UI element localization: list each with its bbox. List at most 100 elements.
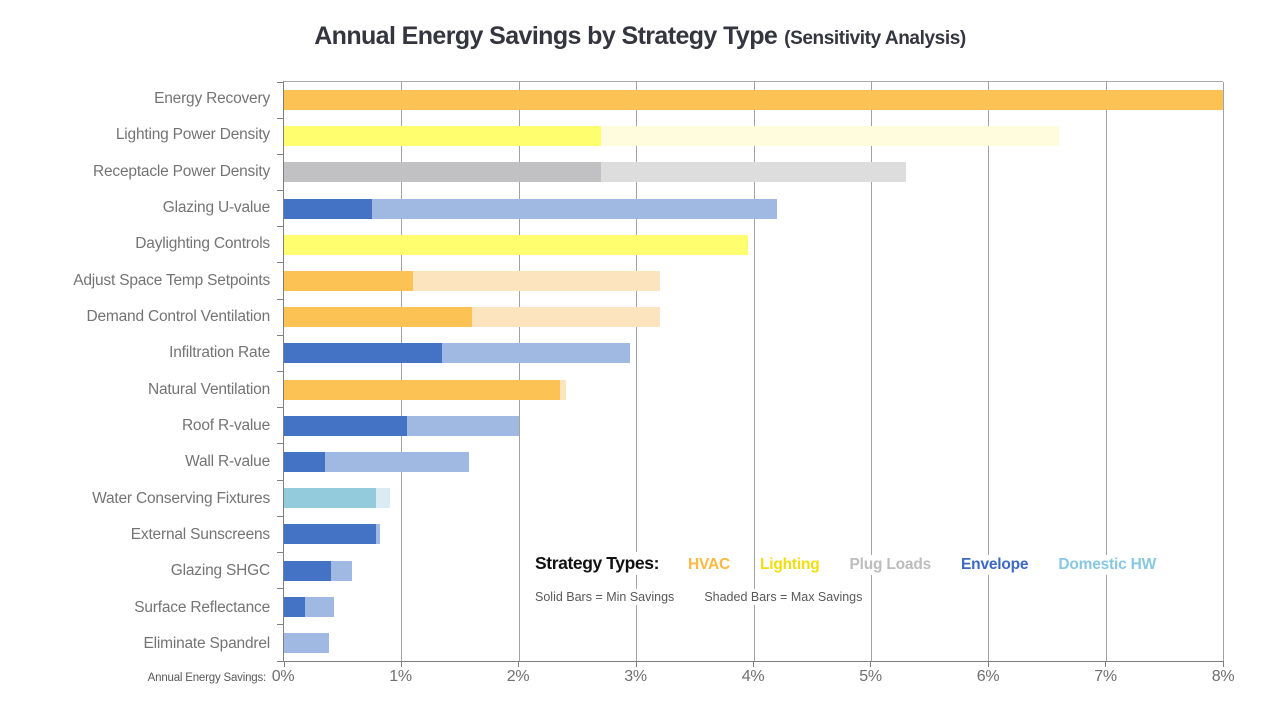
y-axis-tick bbox=[277, 371, 284, 372]
x-axis-tick bbox=[518, 661, 520, 667]
y-axis-tick bbox=[277, 298, 284, 300]
category-label: Energy Recovery bbox=[154, 90, 270, 108]
x-axis-tick bbox=[1222, 661, 1224, 667]
y-axis-tick bbox=[277, 262, 284, 264]
category-label: Surface Reflectance bbox=[134, 598, 270, 616]
bar-min-solid bbox=[284, 198, 373, 219]
legend-item-envelope: Envelope bbox=[958, 555, 1032, 575]
bar-max-shaded bbox=[284, 198, 777, 219]
bar-min-solid bbox=[284, 126, 601, 147]
chart-title: Annual Energy Savings by Strategy Type bbox=[314, 22, 778, 50]
bar-row bbox=[284, 589, 1223, 625]
legend-note-solid: Solid Bars = Min Savings bbox=[533, 589, 677, 605]
bar-row bbox=[284, 408, 1223, 444]
x-tick-label: 6% bbox=[976, 668, 1000, 685]
y-axis-tick bbox=[277, 515, 284, 517]
category-label: Water Conserving Fixtures bbox=[92, 489, 270, 507]
legend-item-domestic-hw: Domestic HW bbox=[1055, 555, 1160, 575]
bar-row bbox=[284, 444, 1223, 480]
y-axis-tick bbox=[277, 479, 284, 481]
bar-row bbox=[284, 372, 1223, 408]
x-tick-label: 1% bbox=[389, 668, 412, 685]
category-label: Lighting Power Density bbox=[115, 126, 270, 144]
gridline-8pct bbox=[1223, 82, 1224, 661]
x-axis-tick bbox=[870, 661, 872, 667]
x-tick-label: 7% bbox=[1094, 668, 1117, 685]
legend-notes: Solid Bars = Min Savings Shaded Bars = M… bbox=[533, 589, 865, 605]
y-axis-tick bbox=[277, 660, 284, 662]
x-tick-label: 5% bbox=[859, 668, 882, 685]
y-axis-tick bbox=[277, 443, 284, 445]
bar-min-solid bbox=[284, 451, 326, 472]
bar-min-solid bbox=[284, 343, 443, 364]
y-axis-tick bbox=[277, 551, 284, 553]
gridline-7pct bbox=[1105, 82, 1107, 661]
bar-row bbox=[284, 625, 1223, 661]
y-axis-tick bbox=[277, 153, 284, 155]
category-label: Glazing SHGC bbox=[170, 562, 270, 580]
bar-min-solid bbox=[284, 524, 376, 545]
category-label: Glazing U-value bbox=[162, 199, 270, 217]
category-labels-column: Energy Recovery Lighting Power Density Rec… bbox=[0, 81, 270, 662]
bar-row bbox=[284, 82, 1223, 118]
legend: Strategy Types: HVAC Lighting Plug Loads… bbox=[533, 552, 1160, 575]
legend-item-lighting: Lighting bbox=[756, 555, 823, 575]
bar-min-solid bbox=[284, 234, 748, 255]
x-tick-label: 3% bbox=[624, 668, 647, 685]
category-label: Demand Control Ventilation bbox=[86, 308, 271, 326]
bar-row bbox=[284, 516, 1223, 552]
x-axis-tick bbox=[635, 661, 637, 667]
bar-row bbox=[284, 263, 1223, 299]
y-axis-tick bbox=[277, 190, 284, 192]
bar-min-solid bbox=[284, 379, 560, 400]
category-label: Roof R-value bbox=[181, 416, 270, 434]
x-tick-label: 4% bbox=[741, 668, 765, 685]
x-axis-tick bbox=[283, 661, 285, 667]
category-label: Infiltration Rate bbox=[169, 344, 270, 362]
x-axis-tick bbox=[400, 661, 402, 667]
bar-min-solid bbox=[284, 596, 306, 617]
bar-min-solid bbox=[284, 271, 414, 292]
bar-row bbox=[284, 118, 1223, 154]
x-tick-label: 0% bbox=[271, 668, 295, 685]
category-label: Eliminate Spandrel bbox=[143, 634, 270, 652]
bar-row bbox=[284, 299, 1223, 335]
page-title: Annual Energy Savings by Strategy Type (S… bbox=[0, 22, 1280, 51]
x-axis-tick bbox=[1105, 661, 1107, 667]
category-label: Natural Ventilation bbox=[147, 380, 270, 398]
legend-item-plug-loads: Plug Loads bbox=[846, 555, 935, 575]
bar-min-solid bbox=[284, 162, 601, 183]
legend-note-shaded: Shaded Bars = Max Savings bbox=[702, 589, 865, 605]
y-axis-tick bbox=[277, 624, 284, 626]
y-axis-tick bbox=[277, 588, 284, 590]
x-tick-label: 8% bbox=[1211, 668, 1235, 685]
bar-min-solid bbox=[284, 415, 408, 436]
x-axis-tick bbox=[753, 661, 754, 667]
category-label: Wall R-value bbox=[185, 453, 270, 471]
bar-row bbox=[284, 154, 1223, 190]
gridline-3pct bbox=[636, 82, 638, 661]
bar-min-solid bbox=[284, 488, 376, 509]
x-axis-name: Annual Energy Savings: bbox=[147, 672, 267, 684]
gridline-4pct bbox=[753, 82, 755, 661]
category-label: Receptacle Power Density bbox=[93, 162, 270, 180]
plot-area bbox=[277, 81, 1224, 667]
bar-min-solid bbox=[284, 560, 331, 581]
category-label: Daylighting Controls bbox=[135, 235, 270, 253]
bar-row bbox=[284, 227, 1223, 263]
y-axis-tick bbox=[277, 334, 284, 336]
y-axis-tick bbox=[277, 407, 284, 409]
y-axis-tick bbox=[277, 226, 284, 228]
chart-title-suffix: (Sensitivity Analysis) bbox=[784, 28, 966, 49]
bar-max-shaded bbox=[284, 451, 470, 472]
y-axis-tick bbox=[277, 117, 284, 119]
x-tick-label: 2% bbox=[506, 668, 530, 685]
legend-item-hvac: HVAC bbox=[685, 555, 733, 575]
bar-row bbox=[284, 552, 1223, 588]
bar-row bbox=[284, 480, 1223, 516]
bar-min-solid bbox=[284, 90, 1223, 111]
bar-row bbox=[284, 191, 1223, 227]
category-label: Adjust Space Temp Setpoints bbox=[73, 271, 270, 289]
legend-heading: Strategy Types: bbox=[533, 552, 661, 575]
